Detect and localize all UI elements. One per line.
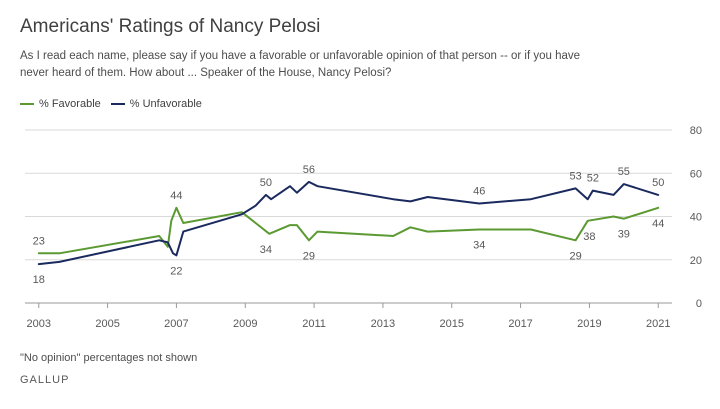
data-label-unfavorable: 50 <box>260 177 272 189</box>
series-line-unfavorable <box>37 180 660 266</box>
y-tick-label: 40 <box>690 212 702 224</box>
x-tick-label: 2003 <box>27 318 51 330</box>
y-tick-label: 0 <box>696 298 702 310</box>
x-tick-label: 2019 <box>577 318 601 330</box>
data-label-unfavorable: 46 <box>473 186 485 198</box>
legend-item-favorable: % Favorable <box>20 98 101 110</box>
data-label-favorable: 39 <box>618 229 630 241</box>
data-label-unfavorable: 55 <box>618 166 630 178</box>
data-label-favorable: 34 <box>473 239 485 251</box>
data-label-favorable: 29 <box>570 250 582 262</box>
y-tick-label: 20 <box>690 255 702 267</box>
legend-label-favorable: % Favorable <box>39 98 101 110</box>
legend: % Favorable % Unfavorable <box>20 98 202 110</box>
y-tick-label: 80 <box>690 125 702 137</box>
data-label-unfavorable: 56 <box>303 164 315 176</box>
data-label-unfavorable: 53 <box>570 170 582 182</box>
x-tick-label: 2011 <box>302 318 326 330</box>
x-tick-label: 2007 <box>164 318 188 330</box>
x-tick-label: 2017 <box>508 318 532 330</box>
x-tick-label: 2013 <box>371 318 395 330</box>
x-tick-label: 2005 <box>95 318 119 330</box>
series-line-favorable <box>37 206 660 255</box>
data-label-unfavorable: 18 <box>33 274 45 286</box>
legend-swatch-favorable <box>20 103 34 105</box>
data-label-favorable: 44 <box>652 218 664 230</box>
x-tick-label: 2009 <box>233 318 257 330</box>
chart-note: "No opinion" percentages not shown <box>20 352 198 364</box>
legend-label-unfavorable: % Unfavorable <box>129 98 202 110</box>
data-label-favorable: 44 <box>170 190 182 202</box>
x-tick-label: 2021 <box>646 318 670 330</box>
data-label-favorable: 29 <box>303 250 315 262</box>
legend-item-unfavorable: % Unfavorable <box>110 98 202 110</box>
data-label-unfavorable: 22 <box>170 265 182 277</box>
y-tick-label: 60 <box>690 168 702 180</box>
data-label-favorable: 23 <box>33 235 45 247</box>
x-tick-label: 2015 <box>440 318 464 330</box>
chart-title: Americans' Ratings of Nancy Pelosi <box>20 16 321 37</box>
data-label-unfavorable: 50 <box>652 177 664 189</box>
source-label: GALLUP <box>20 374 70 386</box>
chart-subtitle: As I read each name, please say if you h… <box>20 50 581 79</box>
data-label-favorable: 38 <box>583 231 595 243</box>
data-label-unfavorable: 52 <box>587 173 599 185</box>
legend-swatch-unfavorable <box>110 103 125 105</box>
data-label-favorable: 34 <box>260 244 272 256</box>
